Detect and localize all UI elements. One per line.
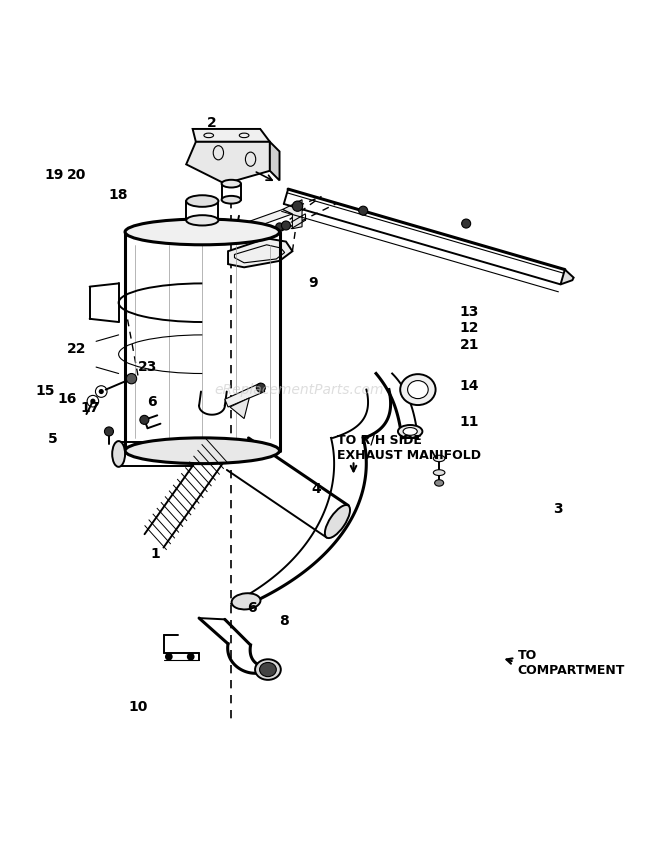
Text: 18: 18	[109, 188, 128, 201]
Text: 16: 16	[58, 392, 77, 406]
Polygon shape	[270, 142, 280, 180]
Text: 12: 12	[460, 321, 479, 336]
Circle shape	[359, 207, 367, 215]
Ellipse shape	[125, 438, 280, 463]
Ellipse shape	[325, 505, 350, 538]
Ellipse shape	[400, 374, 436, 405]
Ellipse shape	[434, 456, 445, 462]
Circle shape	[276, 223, 284, 230]
Text: 4: 4	[312, 482, 322, 496]
Circle shape	[104, 427, 113, 436]
Ellipse shape	[125, 219, 280, 245]
Circle shape	[282, 221, 290, 230]
Circle shape	[99, 389, 104, 394]
Ellipse shape	[186, 215, 218, 225]
Text: 14: 14	[460, 379, 479, 394]
Text: TO R/H SIDE
EXHAUST MANIFOLD: TO R/H SIDE EXHAUST MANIFOLD	[337, 434, 481, 462]
Circle shape	[292, 201, 303, 212]
Circle shape	[140, 416, 149, 424]
Text: eReplacementParts.com: eReplacementParts.com	[214, 382, 384, 397]
Text: 5: 5	[48, 432, 58, 446]
Polygon shape	[238, 209, 292, 230]
Text: 1: 1	[151, 547, 160, 561]
Ellipse shape	[186, 196, 218, 207]
Polygon shape	[283, 200, 302, 229]
Circle shape	[90, 399, 96, 404]
Ellipse shape	[232, 593, 261, 609]
Ellipse shape	[403, 428, 417, 435]
Polygon shape	[561, 269, 574, 285]
Text: 20: 20	[67, 168, 86, 182]
Text: TO
COMPARTMENT: TO COMPARTMENT	[517, 649, 625, 677]
Circle shape	[165, 653, 173, 660]
Polygon shape	[230, 398, 250, 418]
Polygon shape	[225, 383, 265, 407]
Ellipse shape	[435, 479, 443, 486]
Text: 8: 8	[280, 615, 289, 628]
Text: 21: 21	[460, 337, 479, 352]
Text: 22: 22	[67, 342, 86, 356]
Ellipse shape	[221, 180, 241, 188]
Text: 13: 13	[460, 305, 479, 320]
Circle shape	[126, 373, 137, 384]
Ellipse shape	[221, 196, 241, 204]
Text: 23: 23	[138, 360, 157, 374]
Circle shape	[256, 383, 265, 392]
Ellipse shape	[407, 381, 428, 399]
Ellipse shape	[112, 441, 125, 467]
Ellipse shape	[434, 470, 445, 475]
Circle shape	[187, 653, 195, 660]
Text: 3: 3	[553, 502, 563, 516]
Polygon shape	[228, 238, 292, 267]
Text: 10: 10	[128, 700, 147, 714]
Text: 15: 15	[35, 384, 54, 398]
Text: 19: 19	[45, 168, 64, 182]
Ellipse shape	[255, 660, 281, 680]
Text: 2: 2	[207, 116, 217, 129]
Text: 17: 17	[80, 400, 100, 415]
Text: 11: 11	[460, 415, 479, 428]
Text: 6: 6	[248, 602, 257, 615]
Text: 6: 6	[147, 395, 157, 410]
Ellipse shape	[259, 662, 276, 677]
Circle shape	[462, 219, 471, 228]
Polygon shape	[193, 129, 270, 142]
Ellipse shape	[398, 425, 422, 438]
Text: 9: 9	[309, 276, 318, 291]
Polygon shape	[186, 142, 270, 184]
